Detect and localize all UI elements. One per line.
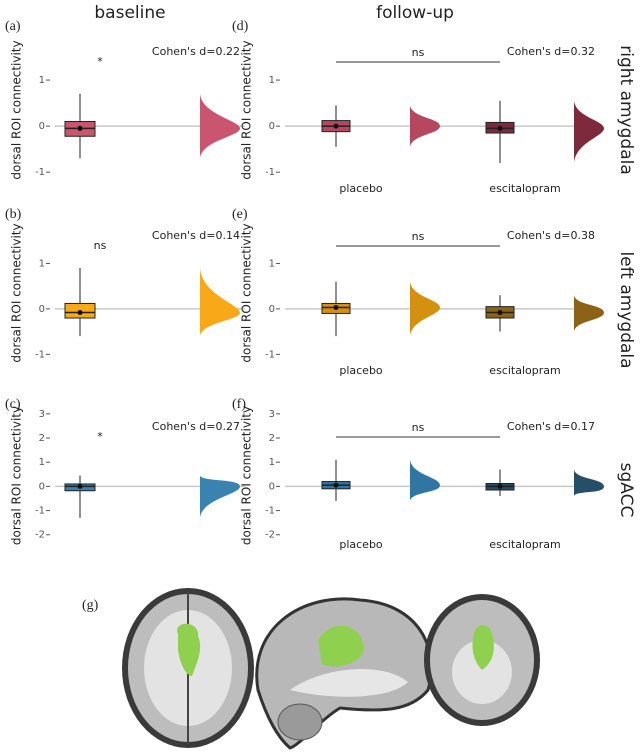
y-tick-label: -1: [265, 349, 275, 360]
panel-label: (f): [232, 397, 246, 412]
effect-size: Cohen's d=0.32: [507, 45, 595, 58]
panel-label: (a): [5, 19, 21, 34]
brain-axial: [122, 588, 254, 748]
panel-label: (d): [232, 19, 249, 34]
y-axis-label: dorsal ROI connectivity: [240, 223, 254, 362]
mean-dot: [497, 483, 503, 489]
y-tick-label: 1: [39, 258, 45, 269]
y-tick-label: -2: [265, 530, 275, 541]
y-tick-label: 0: [39, 304, 45, 315]
x-tick-label: placebo: [339, 538, 383, 551]
violin: [200, 268, 240, 337]
y-axis-label: dorsal ROI connectivity: [240, 40, 254, 179]
y-tick-label: 2: [269, 433, 275, 444]
y-tick-label: -1: [35, 506, 45, 517]
y-tick-label: 1: [39, 75, 45, 86]
violin: [574, 295, 604, 332]
x-tick-label: placebo: [339, 182, 383, 195]
y-tick-label: 1: [269, 75, 275, 86]
y-tick-label: 1: [39, 457, 45, 468]
significance: ns: [412, 421, 425, 434]
panel-label: (c): [5, 397, 21, 412]
y-tick-label: 3: [269, 409, 275, 420]
effect-size: Cohen's d=0.14: [152, 229, 240, 242]
mean-dot: [333, 482, 339, 488]
mean-dot: [77, 125, 83, 131]
mean-dot: [333, 123, 339, 129]
mean-dot: [77, 483, 83, 489]
effect-size: Cohen's d=0.17: [507, 420, 595, 433]
y-tick-label: 3: [39, 409, 45, 420]
panel-label: (b): [5, 207, 22, 222]
y-axis-label: dorsal ROI connectivity: [10, 40, 24, 179]
violin: [574, 469, 604, 497]
y-tick-label: -1: [265, 167, 275, 178]
x-tick-label: escitalopram: [489, 182, 560, 195]
violin: [574, 100, 604, 163]
x-tick-label: escitalopram: [489, 364, 560, 377]
y-tick-label: 0: [269, 304, 275, 315]
y-tick-label: -1: [265, 506, 275, 517]
y-tick-label: -1: [35, 167, 45, 178]
y-axis-label: dorsal ROI connectivity: [10, 223, 24, 362]
mean-dot: [333, 305, 339, 311]
column-header: baseline: [94, 3, 165, 23]
mean-dot: [497, 310, 503, 316]
significance: *: [97, 55, 103, 68]
significance: *: [97, 430, 103, 443]
y-tick-label: -2: [35, 530, 45, 541]
y-axis-label: dorsal ROI connectivity: [10, 406, 24, 545]
x-tick-label: escitalopram: [489, 538, 560, 551]
column-header: follow-up: [376, 3, 454, 23]
x-tick-label: placebo: [339, 364, 383, 377]
y-tick-label: 0: [39, 121, 45, 132]
row-label: left amygdala: [616, 251, 636, 368]
y-tick-label: 1: [269, 457, 275, 468]
mean-dot: [497, 125, 503, 131]
y-axis-label: dorsal ROI connectivity: [240, 406, 254, 545]
y-tick-label: 1: [269, 258, 275, 269]
brain-coronal: [424, 594, 540, 726]
violin: [410, 281, 440, 337]
effect-size: Cohen's d=0.38: [507, 229, 595, 242]
significance: ns: [94, 239, 107, 252]
y-tick-label: 0: [269, 121, 275, 132]
row-label: right amygdala: [616, 45, 636, 175]
y-tick-label: 0: [39, 481, 45, 492]
mean-dot: [77, 310, 83, 316]
row-label: sgACC: [616, 463, 636, 518]
brain-sagittal: [255, 597, 433, 750]
panel-label: (e): [232, 207, 248, 222]
panel-label: (g): [82, 598, 99, 613]
violin: [200, 475, 240, 518]
significance: ns: [412, 46, 425, 59]
violin: [410, 459, 440, 501]
y-tick-label: 0: [269, 481, 275, 492]
violin: [410, 105, 440, 147]
y-tick-label: -1: [35, 349, 45, 360]
effect-size: Cohen's d=0.22: [152, 45, 240, 58]
effect-size: Cohen's d=0.27: [152, 420, 240, 433]
y-tick-label: 2: [39, 433, 45, 444]
violin: [200, 93, 240, 159]
significance: ns: [412, 230, 425, 243]
